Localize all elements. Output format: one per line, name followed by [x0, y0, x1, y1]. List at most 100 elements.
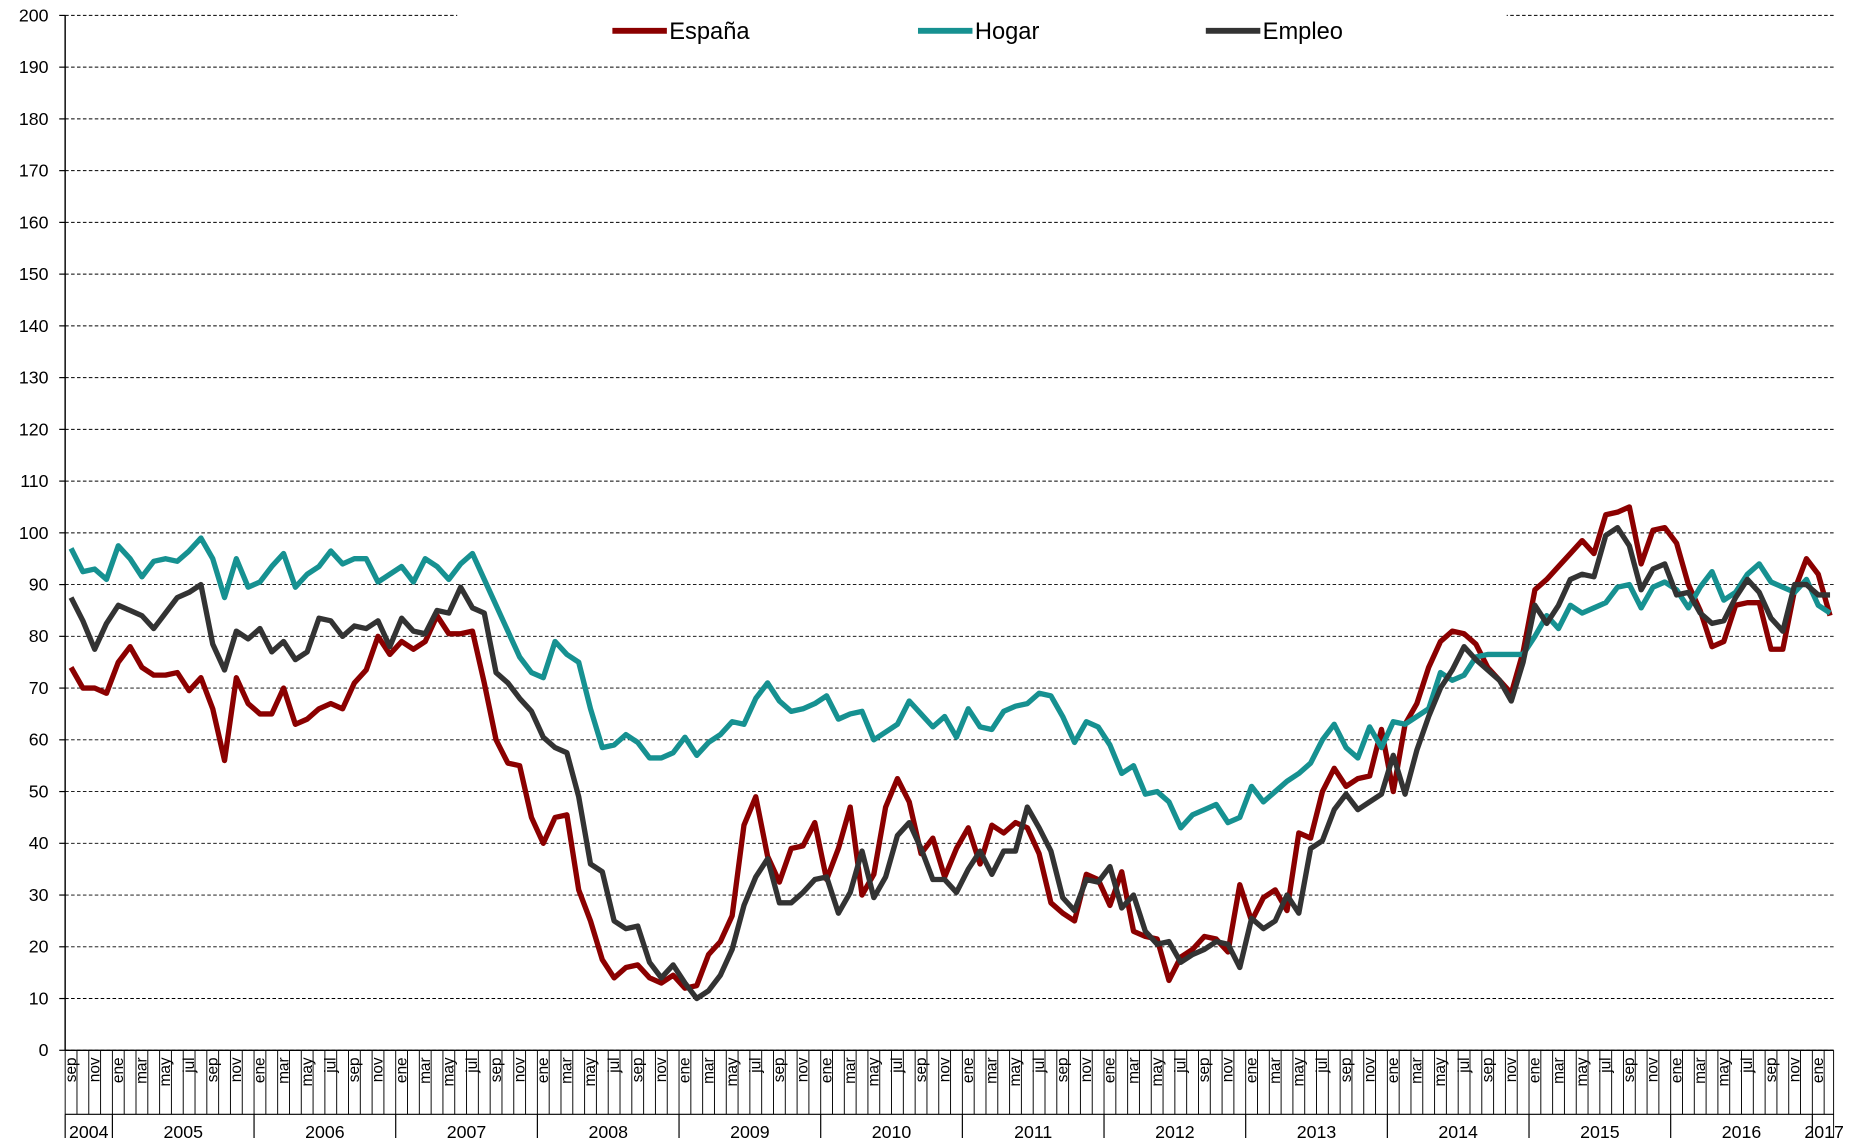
x-tick-label: mar [1409, 1057, 1426, 1084]
x-tick-label: mar [984, 1057, 1001, 1084]
x-tick-label: mar [275, 1057, 292, 1084]
x-tick-label: mar [842, 1057, 859, 1084]
series-line [68, 524, 1831, 1002]
x-tick-label: ene [1527, 1057, 1544, 1083]
x-tick-label: ene [1102, 1057, 1119, 1083]
legend-label: Hogar [975, 19, 1040, 45]
x-tick-label: jul [323, 1057, 340, 1073]
x-tick-label: ene [677, 1057, 694, 1083]
y-tick-label: 0 [39, 1040, 49, 1060]
x-tick-label: nov [1786, 1057, 1803, 1082]
year-label: 2016 [1722, 1122, 1762, 1138]
x-tick-label: sep [1621, 1057, 1638, 1082]
x-tick-label: jul [1031, 1057, 1048, 1073]
x-tick-label: may [1149, 1057, 1166, 1086]
x-tick-label: sep [1479, 1057, 1496, 1082]
x-tick-label: may [1291, 1057, 1308, 1086]
x-tick-label: jul [181, 1057, 198, 1073]
x-tick-label: nov [1078, 1057, 1095, 1082]
x-tick-label: mar [1125, 1057, 1142, 1084]
series-line [68, 535, 1832, 831]
y-tick-label: 170 [19, 161, 49, 181]
x-tick-label: mar [417, 1057, 434, 1084]
x-tick-label: sep [1054, 1057, 1071, 1082]
x-tick-label: sep [913, 1057, 930, 1082]
x-tick-label: sep [204, 1057, 221, 1082]
year-label: 2004 [69, 1122, 109, 1138]
x-tick-label: mar [1267, 1057, 1284, 1084]
x-tick-label: nov [1361, 1057, 1378, 1082]
x-tick-label: may [724, 1057, 741, 1086]
year-label: 2010 [872, 1122, 912, 1138]
year-label: 2015 [1580, 1122, 1620, 1138]
y-tick-label: 150 [19, 264, 49, 284]
legend-label: Empleo [1263, 19, 1343, 45]
y-tick-label: 140 [19, 316, 49, 336]
x-tick-label: may [1432, 1057, 1449, 1086]
x-tick-label: nov [1503, 1057, 1520, 1082]
x-tick-label: jul [1597, 1057, 1614, 1073]
x-tick-label: jul [606, 1057, 623, 1073]
y-tick-label: 20 [29, 937, 49, 957]
x-tick-label: mar [134, 1057, 151, 1084]
x-tick-label: sep [629, 1057, 646, 1082]
x-tick-label: nov [795, 1057, 812, 1082]
y-tick-label: 30 [29, 885, 49, 905]
x-tick-label: mar [559, 1057, 576, 1084]
year-label: 2009 [730, 1122, 770, 1138]
legend-item: España [612, 19, 750, 45]
x-tick-label: jul [1739, 1057, 1756, 1073]
y-tick-label: 90 [29, 575, 49, 595]
y-tick-label: 80 [29, 626, 49, 646]
x-tick-label: jul [464, 1057, 481, 1073]
x-tick-label: ene [960, 1057, 977, 1083]
x-tick-label: mar [1550, 1057, 1567, 1084]
y-tick-label: 60 [29, 730, 49, 750]
year-label: 2014 [1438, 1122, 1478, 1138]
x-tick-label: sep [1763, 1057, 1780, 1082]
x-tick-label: jul [1456, 1057, 1473, 1073]
year-label: 2011 [1014, 1122, 1052, 1138]
y-tick-label: 40 [29, 833, 49, 853]
x-tick-label: ene [1385, 1057, 1402, 1083]
x-tick-label: ene [1668, 1057, 1685, 1083]
x-tick-label: ene [818, 1057, 835, 1083]
x-tick-label: nov [511, 1057, 528, 1082]
x-tick-label: nov [653, 1057, 670, 1082]
y-tick-label: 180 [19, 109, 49, 129]
legend-label: España [669, 19, 750, 45]
year-label: 2008 [588, 1122, 628, 1138]
x-tick-label: jul [1314, 1057, 1331, 1073]
x-tick-label: nov [228, 1057, 245, 1082]
x-tick-label: nov [936, 1057, 953, 1082]
x-tick-label: sep [771, 1057, 788, 1082]
y-tick-label: 190 [19, 57, 49, 77]
x-tick-label: ene [1810, 1057, 1827, 1083]
x-tick-label: jul [748, 1057, 765, 1073]
year-label: 2012 [1155, 1122, 1195, 1138]
y-tick-label: 10 [29, 988, 49, 1008]
x-tick-label: mar [1692, 1057, 1709, 1084]
x-tick-label: may [866, 1057, 883, 1086]
series-line [68, 504, 1833, 991]
x-tick-label: nov [1220, 1057, 1237, 1082]
x-tick-label: jul [889, 1057, 906, 1073]
year-label: 2007 [447, 1122, 487, 1138]
x-tick-label: nov [1645, 1057, 1662, 1082]
x-tick-label: ene [535, 1057, 552, 1083]
x-tick-label: ene [110, 1057, 127, 1083]
y-tick-label: 120 [19, 419, 49, 439]
x-tick-label: jul [1173, 1057, 1190, 1073]
year-label: 2006 [305, 1122, 345, 1138]
x-tick-label: may [157, 1057, 174, 1086]
x-tick-label: sep [63, 1057, 80, 1082]
x-tick-label: may [582, 1057, 599, 1086]
x-tick-label: sep [488, 1057, 505, 1082]
x-tick-label: nov [86, 1057, 103, 1082]
y-tick-label: 50 [29, 781, 49, 801]
x-tick-label: may [441, 1057, 458, 1086]
legend-item: Empleo [1205, 19, 1343, 45]
year-label: 2017 [1804, 1122, 1844, 1138]
y-tick-label: 130 [19, 368, 49, 388]
x-tick-label: may [299, 1057, 316, 1086]
